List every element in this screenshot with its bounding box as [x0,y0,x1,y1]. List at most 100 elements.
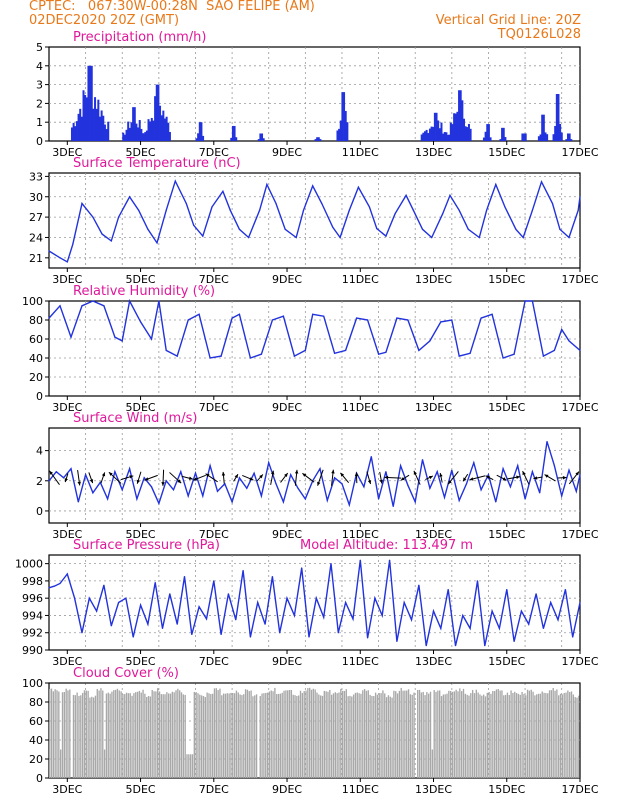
precip-bar [523,133,526,141]
rh-point [139,321,142,323]
precip-xtick-label: 11DEC [342,146,379,159]
temp-point [376,228,378,230]
wind-point [363,486,365,488]
precip-bar [437,120,440,141]
cloud-bar [374,692,377,778]
temp-xtick-label: 15DEC [488,273,525,286]
cloud-ytick-label: 20 [29,753,43,766]
temp-point [394,213,396,215]
precip-bar [123,134,126,141]
cloud-bar [550,690,553,778]
wind-point [531,471,533,473]
precip-bar [448,134,451,141]
cloud-ytick-label: 0 [36,772,43,785]
cloud-bar [417,690,419,778]
cloud-bar [147,696,150,778]
temp-point [540,181,543,183]
precip-bar [454,113,457,141]
rh-point [429,340,431,342]
precip-bar [314,139,317,141]
precip-bar [87,65,90,141]
cloud-bar [482,694,485,778]
cloud-bar [356,692,358,778]
pres-point [557,619,559,621]
cloud-bar [391,697,393,778]
wind-arrowhead [463,477,467,482]
wind-xtick-label: 5DEC [125,528,155,541]
pres-point [323,616,325,618]
pres-point [74,597,76,599]
cloud-bar [488,691,490,778]
precip-bar [502,127,505,141]
cloud-bar [173,692,175,778]
cloud-bar [552,688,554,778]
temp-point [405,194,407,196]
pres-frame [48,554,581,651]
wind-point [561,495,563,497]
cloud-bar [49,689,51,778]
cloud-bar [189,754,192,778]
rh-point [70,336,72,338]
wind-point [275,483,277,485]
precip-bar [435,112,438,141]
panel-cloud: Cloud Cover (%) 3DEC 5DEC 7DEC 9DEC 11DEC 13DE… [22,666,599,796]
pres-point [293,614,295,617]
cloud-bar [360,693,362,778]
cloud-bar [444,694,446,778]
precip-bar [159,105,162,141]
wind-point [70,468,72,470]
precip-bar [430,126,433,141]
cloud-bar [530,689,532,778]
rh-point [524,300,526,302]
cloud-bar [307,688,309,778]
cloud-bar [404,690,406,778]
pres-point [315,597,317,599]
pres-point [242,569,244,572]
pres-title: Surface Pressure (hPa) [73,538,220,553]
rh-xtick-label: 11DEC [342,401,379,414]
wind-point [99,481,101,483]
pres-point [161,627,164,630]
cloud-bar [411,694,413,778]
pres-point [48,587,50,589]
cloud-bar [298,695,300,778]
cloud-bar [468,695,470,778]
cloud-bar [545,693,547,778]
rh-point [418,349,420,351]
wind-point [297,487,299,489]
pres-xtick-label: 5DEC [125,655,155,668]
wind-arrowhead [384,475,389,480]
pres-point [528,623,530,625]
wind-point [495,501,497,503]
cloud-bar [528,690,531,778]
cloud-bar [266,692,269,778]
cloud-bar [252,696,254,778]
rh-point [396,317,398,319]
wind-arrowhead [270,470,275,475]
pres-point [579,601,581,604]
pres-point [308,636,310,638]
cloud-bar [81,692,84,778]
cloud-bar [116,688,119,778]
cloud-bar [341,690,344,778]
wind-arrowhead [129,475,134,479]
pres-point [257,601,259,604]
cloud-title: Cloud Cover (%) [73,666,179,681]
precip-bar [555,94,558,141]
temp-ytick-label: 24 [29,231,43,244]
precip-bar [425,129,428,141]
wind-point [370,456,372,458]
cloud-bar [358,693,360,778]
temp-xtick-label: 11DEC [342,273,379,286]
cloud-bar [362,690,364,778]
cloud-bar [290,689,293,778]
pres-point [176,623,178,625]
cloud-bar [210,694,212,778]
rh-point [568,340,570,342]
temp-point [467,228,469,230]
cloud-bar [340,688,342,778]
cloud-bar [246,689,249,778]
pres-point [432,610,435,612]
precip-bar [84,95,87,141]
pres-point [227,593,230,595]
